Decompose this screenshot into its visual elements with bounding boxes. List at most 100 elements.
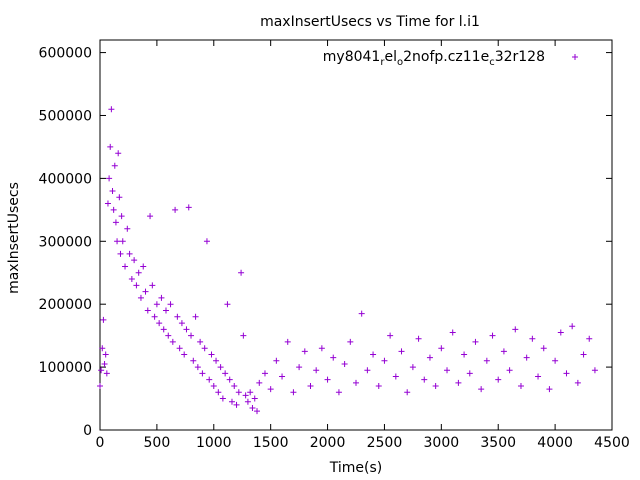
data-point (438, 345, 445, 352)
data-point (158, 294, 165, 301)
x-tick-label: 1000 (196, 435, 232, 451)
data-point (103, 370, 110, 377)
legend-label-part: r (380, 57, 385, 68)
legend-label-part: o (397, 57, 403, 68)
data-point (210, 382, 217, 389)
data-point (149, 282, 156, 289)
data-point (381, 357, 388, 364)
data-point (114, 238, 121, 245)
data-point (133, 282, 140, 289)
data-point (112, 219, 119, 226)
data-point (244, 398, 251, 405)
data-point (156, 320, 163, 327)
x-tick-label: 2000 (310, 435, 346, 451)
data-point (529, 335, 536, 342)
data-point (126, 250, 133, 257)
data-point (256, 379, 263, 386)
data-point (591, 367, 598, 374)
scatter-points (97, 106, 598, 415)
legend-label-part: c (489, 57, 495, 68)
data-point (563, 370, 570, 377)
y-tick-label: 300000 (39, 234, 92, 250)
data-point (569, 323, 576, 330)
data-point (176, 345, 183, 352)
data-point (580, 351, 587, 358)
x-tick-label: 3000 (424, 435, 460, 451)
data-point (284, 338, 291, 345)
data-point (137, 294, 144, 301)
chart-title: maxInsertUsecs vs Time for l.i1 (260, 14, 480, 30)
legend: my8041relo2nofp.cz11ec32r128 (323, 49, 578, 68)
data-point (147, 213, 154, 220)
data-point (222, 370, 229, 377)
data-point (398, 348, 405, 355)
x-tick-label: 4500 (594, 435, 630, 451)
data-point (290, 389, 297, 396)
data-point (415, 335, 422, 342)
data-point (228, 398, 235, 405)
data-point (110, 206, 117, 213)
data-point (247, 389, 254, 396)
data-point (254, 408, 261, 415)
data-point (124, 225, 131, 232)
data-point (301, 348, 308, 355)
data-point (483, 357, 490, 364)
data-point (119, 238, 126, 245)
data-point (167, 301, 174, 308)
data-point (353, 379, 359, 386)
data-point (190, 357, 197, 364)
data-point (279, 373, 286, 380)
data-point (99, 345, 106, 352)
data-point (261, 370, 268, 377)
data-point (224, 301, 231, 308)
legend-label-part: 32r128 (495, 49, 545, 65)
data-point (208, 351, 215, 358)
data-point (546, 386, 553, 393)
y-tick-label: 500000 (39, 108, 92, 124)
data-point (233, 401, 240, 408)
data-point (101, 360, 108, 367)
data-point (215, 389, 222, 396)
legend-label-part: my8041 (323, 49, 381, 65)
y-tick-label: 0 (83, 423, 92, 439)
data-point (330, 354, 337, 361)
data-point (169, 338, 176, 345)
y-tick-label: 400000 (39, 171, 92, 187)
data-point (116, 194, 123, 201)
data-point (165, 332, 172, 339)
data-point (238, 269, 245, 276)
data-point (540, 345, 547, 352)
legend-label-part: 2nofp.cz11e (403, 49, 489, 65)
data-point (192, 313, 199, 320)
y-tick-label: 200000 (39, 297, 92, 313)
x-tick-label: 500 (144, 435, 171, 451)
data-point (111, 162, 118, 169)
data-point (375, 382, 382, 389)
data-point (183, 326, 190, 333)
x-tick-label: 1500 (253, 435, 289, 451)
data-point (206, 376, 213, 383)
data-point (217, 364, 224, 371)
data-point (506, 367, 513, 374)
data-point (426, 354, 433, 361)
data-point (552, 357, 559, 364)
plot-frame (99, 39, 613, 431)
data-point (557, 329, 564, 336)
data-point (466, 370, 473, 377)
data-point (404, 389, 411, 396)
data-point (449, 329, 456, 336)
data-point (117, 250, 124, 257)
data-point (267, 386, 274, 393)
legend-label-part: el (384, 49, 397, 65)
data-point (495, 376, 502, 383)
legend-marker (572, 54, 578, 60)
data-point (219, 395, 226, 402)
data-point (347, 338, 354, 345)
data-point (194, 364, 201, 371)
data-point (364, 367, 371, 374)
data-point (392, 373, 399, 380)
data-point (523, 354, 530, 361)
data-point (242, 392, 249, 399)
data-point (108, 106, 115, 113)
